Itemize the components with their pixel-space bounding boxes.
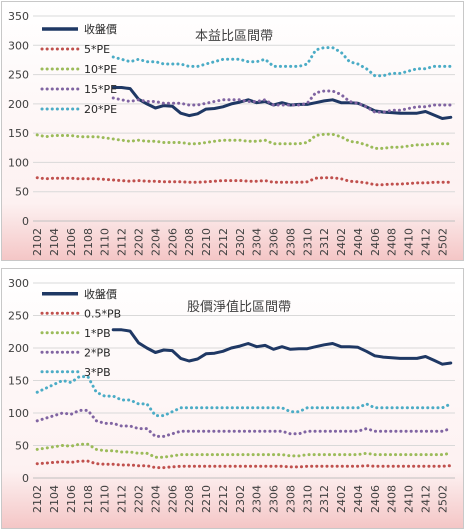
- x-tick-label: 2406: [369, 485, 382, 513]
- series-line: [111, 86, 453, 120]
- y-tick-label: 150: [8, 375, 29, 388]
- y-tick-label: 100: [8, 156, 29, 169]
- legend-label: 15*PE: [84, 83, 117, 96]
- x-tick-label: 2106: [65, 228, 78, 256]
- legend-label: 1*PB: [84, 327, 111, 340]
- y-tick-label: 300: [8, 277, 29, 290]
- x-tick-label: 2302: [234, 485, 247, 513]
- x-tick-label: 2502: [436, 485, 449, 513]
- x-tick-label: 2212: [217, 485, 230, 513]
- x-tick-label: 2210: [200, 228, 213, 256]
- x-tick-label: 2412: [419, 485, 432, 513]
- x-tick-label: 2208: [183, 485, 196, 513]
- x-tick-label: 2402: [335, 485, 348, 513]
- x-tick-label: 2304: [251, 228, 264, 256]
- x-tick-label: 2502: [436, 228, 449, 256]
- x-tick-label: 2308: [284, 228, 297, 256]
- series-line: [35, 375, 453, 418]
- legend-label: 收盤價: [84, 22, 117, 36]
- x-tick-label: 2102: [31, 228, 44, 256]
- x-tick-label: 2110: [99, 228, 112, 256]
- x-tick-label: 2312: [318, 228, 331, 256]
- x-tick-label: 2206: [166, 228, 179, 256]
- x-tick-label: 2108: [82, 485, 95, 513]
- y-tick-label: 0: [22, 215, 29, 228]
- x-tick-label: 2106: [65, 485, 78, 513]
- legend-label: 收盤價: [84, 287, 117, 301]
- pb-band-chart: 0 50 100 150 200 250 300 2102 2104 2106 2108 2110 21…: [2, 269, 463, 528]
- x-tick-label: 2404: [352, 228, 365, 256]
- chart-title: 股價淨值比區間帶: [187, 299, 291, 315]
- legend-label: 0.5*PB: [84, 307, 121, 320]
- x-tick-label: 2104: [48, 228, 61, 256]
- y-tick-label: 0: [22, 472, 29, 485]
- x-tick-label: 2408: [386, 485, 399, 513]
- x-tick-label: 2202: [133, 485, 146, 513]
- y-tick-label: 250: [8, 69, 29, 82]
- y-tick-label: 150: [8, 127, 29, 140]
- x-tick-label: 2212: [217, 228, 230, 256]
- legend-label: 2*PB: [84, 346, 111, 359]
- y-tick-label: 50: [15, 186, 29, 199]
- x-tick-label: 2112: [116, 485, 129, 513]
- x-tick-label: 2406: [369, 228, 382, 256]
- series-line: [35, 442, 453, 459]
- x-tick-label: 2112: [116, 228, 129, 256]
- x-tick-label: 2110: [99, 485, 112, 513]
- x-tick-label: 2402: [335, 228, 348, 256]
- x-tick-label: 2206: [166, 485, 179, 513]
- series-line: [35, 408, 453, 438]
- x-tick-label: 2310: [301, 485, 314, 513]
- y-tick-label: 200: [8, 98, 29, 111]
- series-line: [35, 132, 453, 150]
- series-line: [111, 89, 453, 114]
- y-tick-label: 300: [8, 39, 29, 52]
- x-tick-label: 2404: [352, 485, 365, 513]
- pe-band-chart: 0 50 100 150 200 250 300 350 2102 2104 2106 2108 211…: [2, 2, 463, 260]
- pe-band-chart-panel: 0 50 100 150 200 250 300 350 2102 2104 2106 2108 211…: [1, 1, 464, 261]
- x-tick-label: 2310: [301, 228, 314, 256]
- y-tick-label: 250: [8, 310, 29, 323]
- x-tick-label: 2102: [31, 485, 44, 513]
- x-tick-label: 2410: [403, 485, 416, 513]
- legend-label: 20*PE: [84, 103, 117, 116]
- series-line: [111, 46, 453, 78]
- series-line: [35, 176, 453, 187]
- x-tick-label: 2204: [149, 485, 162, 513]
- x-tick-label: 2208: [183, 228, 196, 256]
- legend-label: 3*PB: [84, 366, 111, 379]
- y-tick-label: 100: [8, 407, 29, 420]
- x-tick-label: 2312: [318, 485, 331, 513]
- x-tick-label: 2302: [234, 228, 247, 256]
- x-tick-label: 2412: [419, 228, 432, 256]
- x-tick-label: 2202: [133, 228, 146, 256]
- series-line: [111, 328, 453, 366]
- x-tick-label: 2408: [386, 228, 399, 256]
- x-tick-label: 2210: [200, 485, 213, 513]
- y-tick-label: 200: [8, 342, 29, 355]
- x-tick-label: 2306: [268, 228, 281, 256]
- chart-title: 本益比區間帶: [195, 29, 273, 44]
- x-tick-label: 2306: [268, 485, 281, 513]
- x-tick-label: 2308: [284, 485, 297, 513]
- x-tick-label: 2108: [82, 228, 95, 256]
- legend-label: 10*PE: [84, 63, 117, 76]
- y-tick-label: 350: [8, 10, 29, 23]
- x-tick-label: 2304: [251, 485, 264, 513]
- x-tick-label: 2104: [48, 485, 61, 513]
- legend-label: 5*PE: [84, 43, 110, 56]
- x-tick-label: 2410: [403, 228, 416, 256]
- y-tick-label: 50: [15, 440, 29, 453]
- series-line: [35, 459, 453, 470]
- pb-band-chart-panel: 0 50 100 150 200 250 300 2102 2104 2106 2108 2110 21…: [1, 268, 464, 529]
- x-tick-label: 2204: [149, 228, 162, 256]
